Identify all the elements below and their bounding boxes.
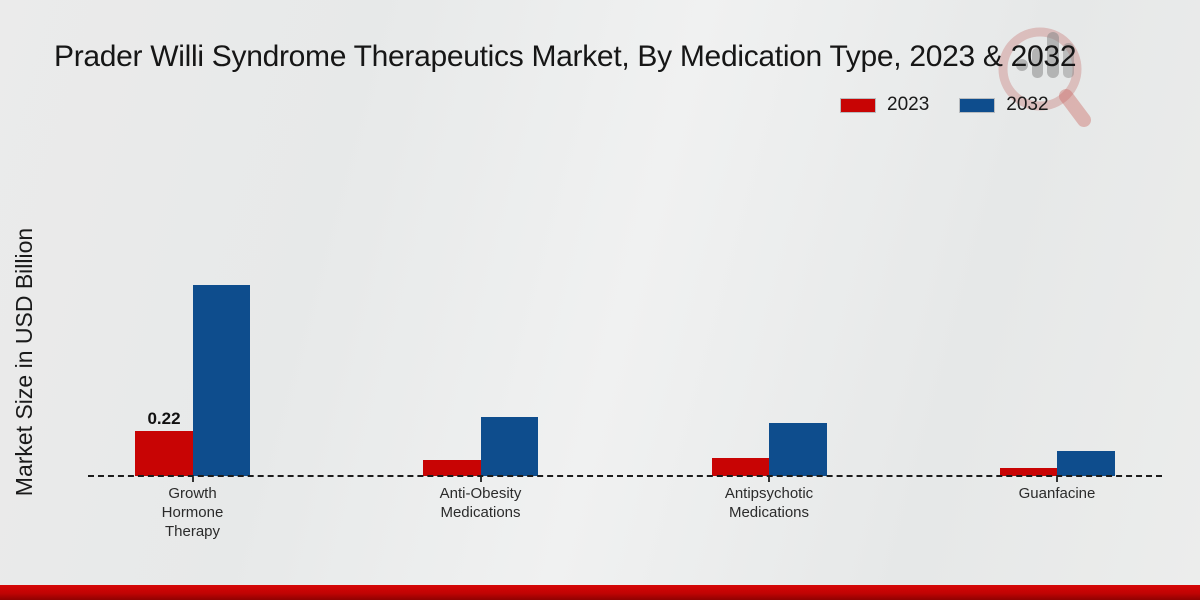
category-label: Growth Hormone Therapy <box>161 485 224 540</box>
x-axis-tick <box>768 477 770 482</box>
legend-label: 2023 <box>887 94 930 115</box>
x-axis-tick <box>479 477 482 482</box>
bar-2032-antipsychotic-medications <box>769 422 827 476</box>
x-axis-baseline <box>88 475 1162 477</box>
category-label: Antipsychotic Medications <box>724 485 814 521</box>
legend-item-2032: 2032 <box>959 94 1049 116</box>
legend-item-2023: 2023 <box>840 94 929 116</box>
bar-2023-antipsychotic-medications <box>711 457 769 476</box>
bar-2023-anti-obesity-medications <box>423 459 481 476</box>
bar-2023-guanfacine <box>999 467 1057 476</box>
bar-2023-growth-hormone-therapy <box>135 430 193 476</box>
category-label: Anti-Obesity Medications <box>439 485 522 521</box>
category-label: Guanfacine <box>1018 485 1096 502</box>
bar-2032-guanfacine <box>1057 451 1115 476</box>
chart-legend: 2023 2032 <box>840 94 1049 116</box>
chart-title: Prader Willi Syndrome Therapeutics Marke… <box>54 40 1077 73</box>
bar-2032-growth-hormone-therapy <box>192 285 250 476</box>
footer-accent-band <box>0 585 1200 600</box>
x-axis-tick <box>1056 477 1058 482</box>
bar-value-label: 0.22 <box>147 408 181 428</box>
legend-swatch-2032 <box>959 97 996 113</box>
magnifier-bar-chart-logo-watermark <box>998 27 1091 127</box>
bar-2032-anti-obesity-medications <box>480 416 538 476</box>
legend-swatch-2023 <box>840 97 876 113</box>
legend-label: 2032 <box>1006 94 1049 115</box>
x-axis-tick <box>191 477 194 482</box>
